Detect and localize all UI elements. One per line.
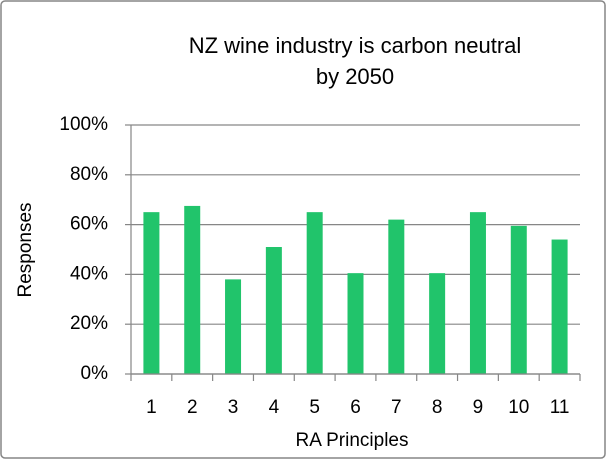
bar — [429, 273, 446, 374]
x-tick-label: 11 — [550, 397, 570, 418]
bar — [551, 239, 568, 374]
x-tick-label: 4 — [269, 397, 280, 418]
y-tick-label: 20% — [70, 313, 108, 334]
bar — [510, 225, 527, 374]
y-axis-title: Responses — [15, 202, 36, 297]
x-tick-label: 10 — [508, 397, 529, 418]
x-tick-label: 3 — [228, 397, 239, 418]
y-tick-label: 80% — [70, 164, 108, 185]
bar — [347, 273, 364, 374]
y-tick-label: 100% — [59, 114, 108, 135]
bar — [388, 219, 405, 374]
bar — [225, 279, 242, 374]
x-tick-label: 5 — [309, 397, 320, 418]
bar — [469, 212, 486, 374]
x-tick-label: 2 — [187, 397, 198, 418]
x-tick-label: 7 — [391, 397, 402, 418]
y-tick-label: 0% — [81, 363, 109, 384]
y-tick-label: 60% — [70, 214, 108, 235]
chart-title: by 2050 — [316, 64, 394, 89]
bar — [184, 205, 201, 374]
bar — [265, 247, 282, 374]
x-tick-label: 6 — [350, 397, 361, 418]
chart-title: NZ wine industry is carbon neutral — [189, 33, 522, 58]
bar — [143, 212, 160, 374]
x-tick-label: 9 — [473, 397, 484, 418]
x-tick-label: 1 — [146, 397, 157, 418]
x-axis-title: RA Principles — [296, 430, 409, 451]
x-tick-label: 8 — [432, 397, 443, 418]
y-tick-label: 40% — [70, 263, 108, 284]
bar — [306, 212, 323, 374]
